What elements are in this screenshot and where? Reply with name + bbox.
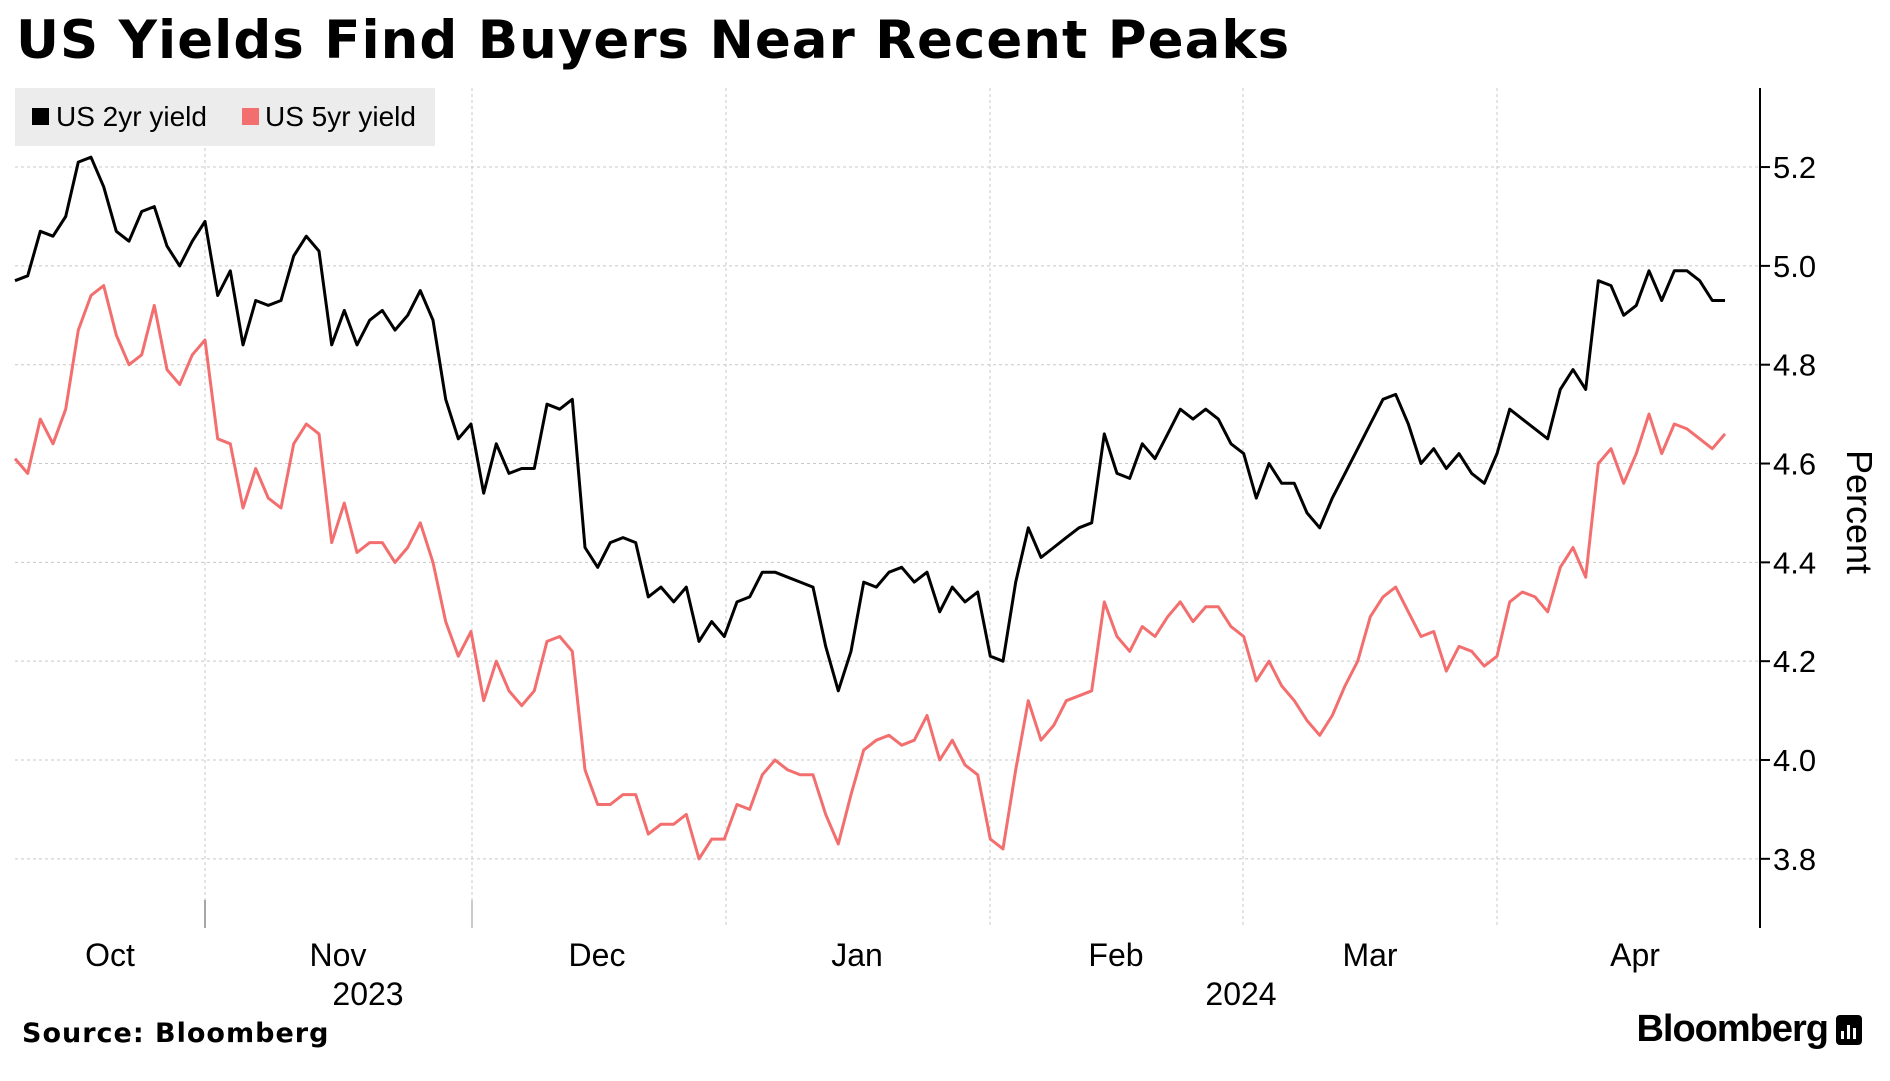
y-tick-label: 3.8 [1773, 842, 1816, 877]
x-tick-label: Jan [831, 937, 883, 973]
legend-background [15, 88, 435, 146]
y-tick-label: 4.2 [1773, 644, 1816, 679]
legend-swatch [32, 108, 49, 125]
legend-label: US 5yr yield [265, 101, 416, 132]
y-tick-label: 4.4 [1773, 545, 1816, 580]
brand-name: Bloomberg [1636, 1008, 1829, 1050]
legend: US 2yr yield US 5yr yield [15, 88, 435, 146]
x-year-label: 2023 [332, 976, 403, 1012]
legend-swatch [242, 108, 259, 125]
series-lines [13, 155, 1727, 861]
bloomberg-logo: Bloomberg [1636, 1008, 1862, 1051]
x-tick-label: Dec [569, 937, 626, 973]
y-tick-label: 4.8 [1773, 348, 1816, 383]
y-axis-label: Percent [1839, 450, 1880, 574]
y-axis: 3.8 4.0 4.2 4.4 4.6 4.8 5.0 5.2 Percent [1759, 88, 1880, 928]
chart-title: US Yields Find Buyers Near Recent Peaks [16, 10, 1291, 71]
x-year-label: 2024 [1205, 976, 1276, 1012]
x-tick-label: Mar [1342, 937, 1397, 973]
x-tick-label: Apr [1610, 937, 1660, 973]
grid-lines [15, 88, 1760, 928]
y-tick-label: 5.2 [1773, 150, 1816, 185]
source-note: Source: Bloomberg [22, 1018, 330, 1049]
x-tick-label: Nov [310, 937, 367, 973]
x-axis-labels: Oct Nov Dec Jan Feb Mar Apr 2023 2024 [85, 937, 1660, 1012]
legend-label: US 2yr yield [56, 101, 207, 132]
y-tick-label: 4.6 [1773, 447, 1816, 482]
series-line-us-2yr [14, 155, 1725, 693]
y-tick-label: 5.0 [1773, 249, 1816, 284]
y-tick-label: 4.0 [1773, 743, 1816, 778]
x-tick-label: Feb [1088, 937, 1143, 973]
x-tick-label: Oct [85, 937, 135, 973]
series-line-us-5yr [13, 284, 1727, 861]
terminal-icon [1836, 1014, 1862, 1045]
